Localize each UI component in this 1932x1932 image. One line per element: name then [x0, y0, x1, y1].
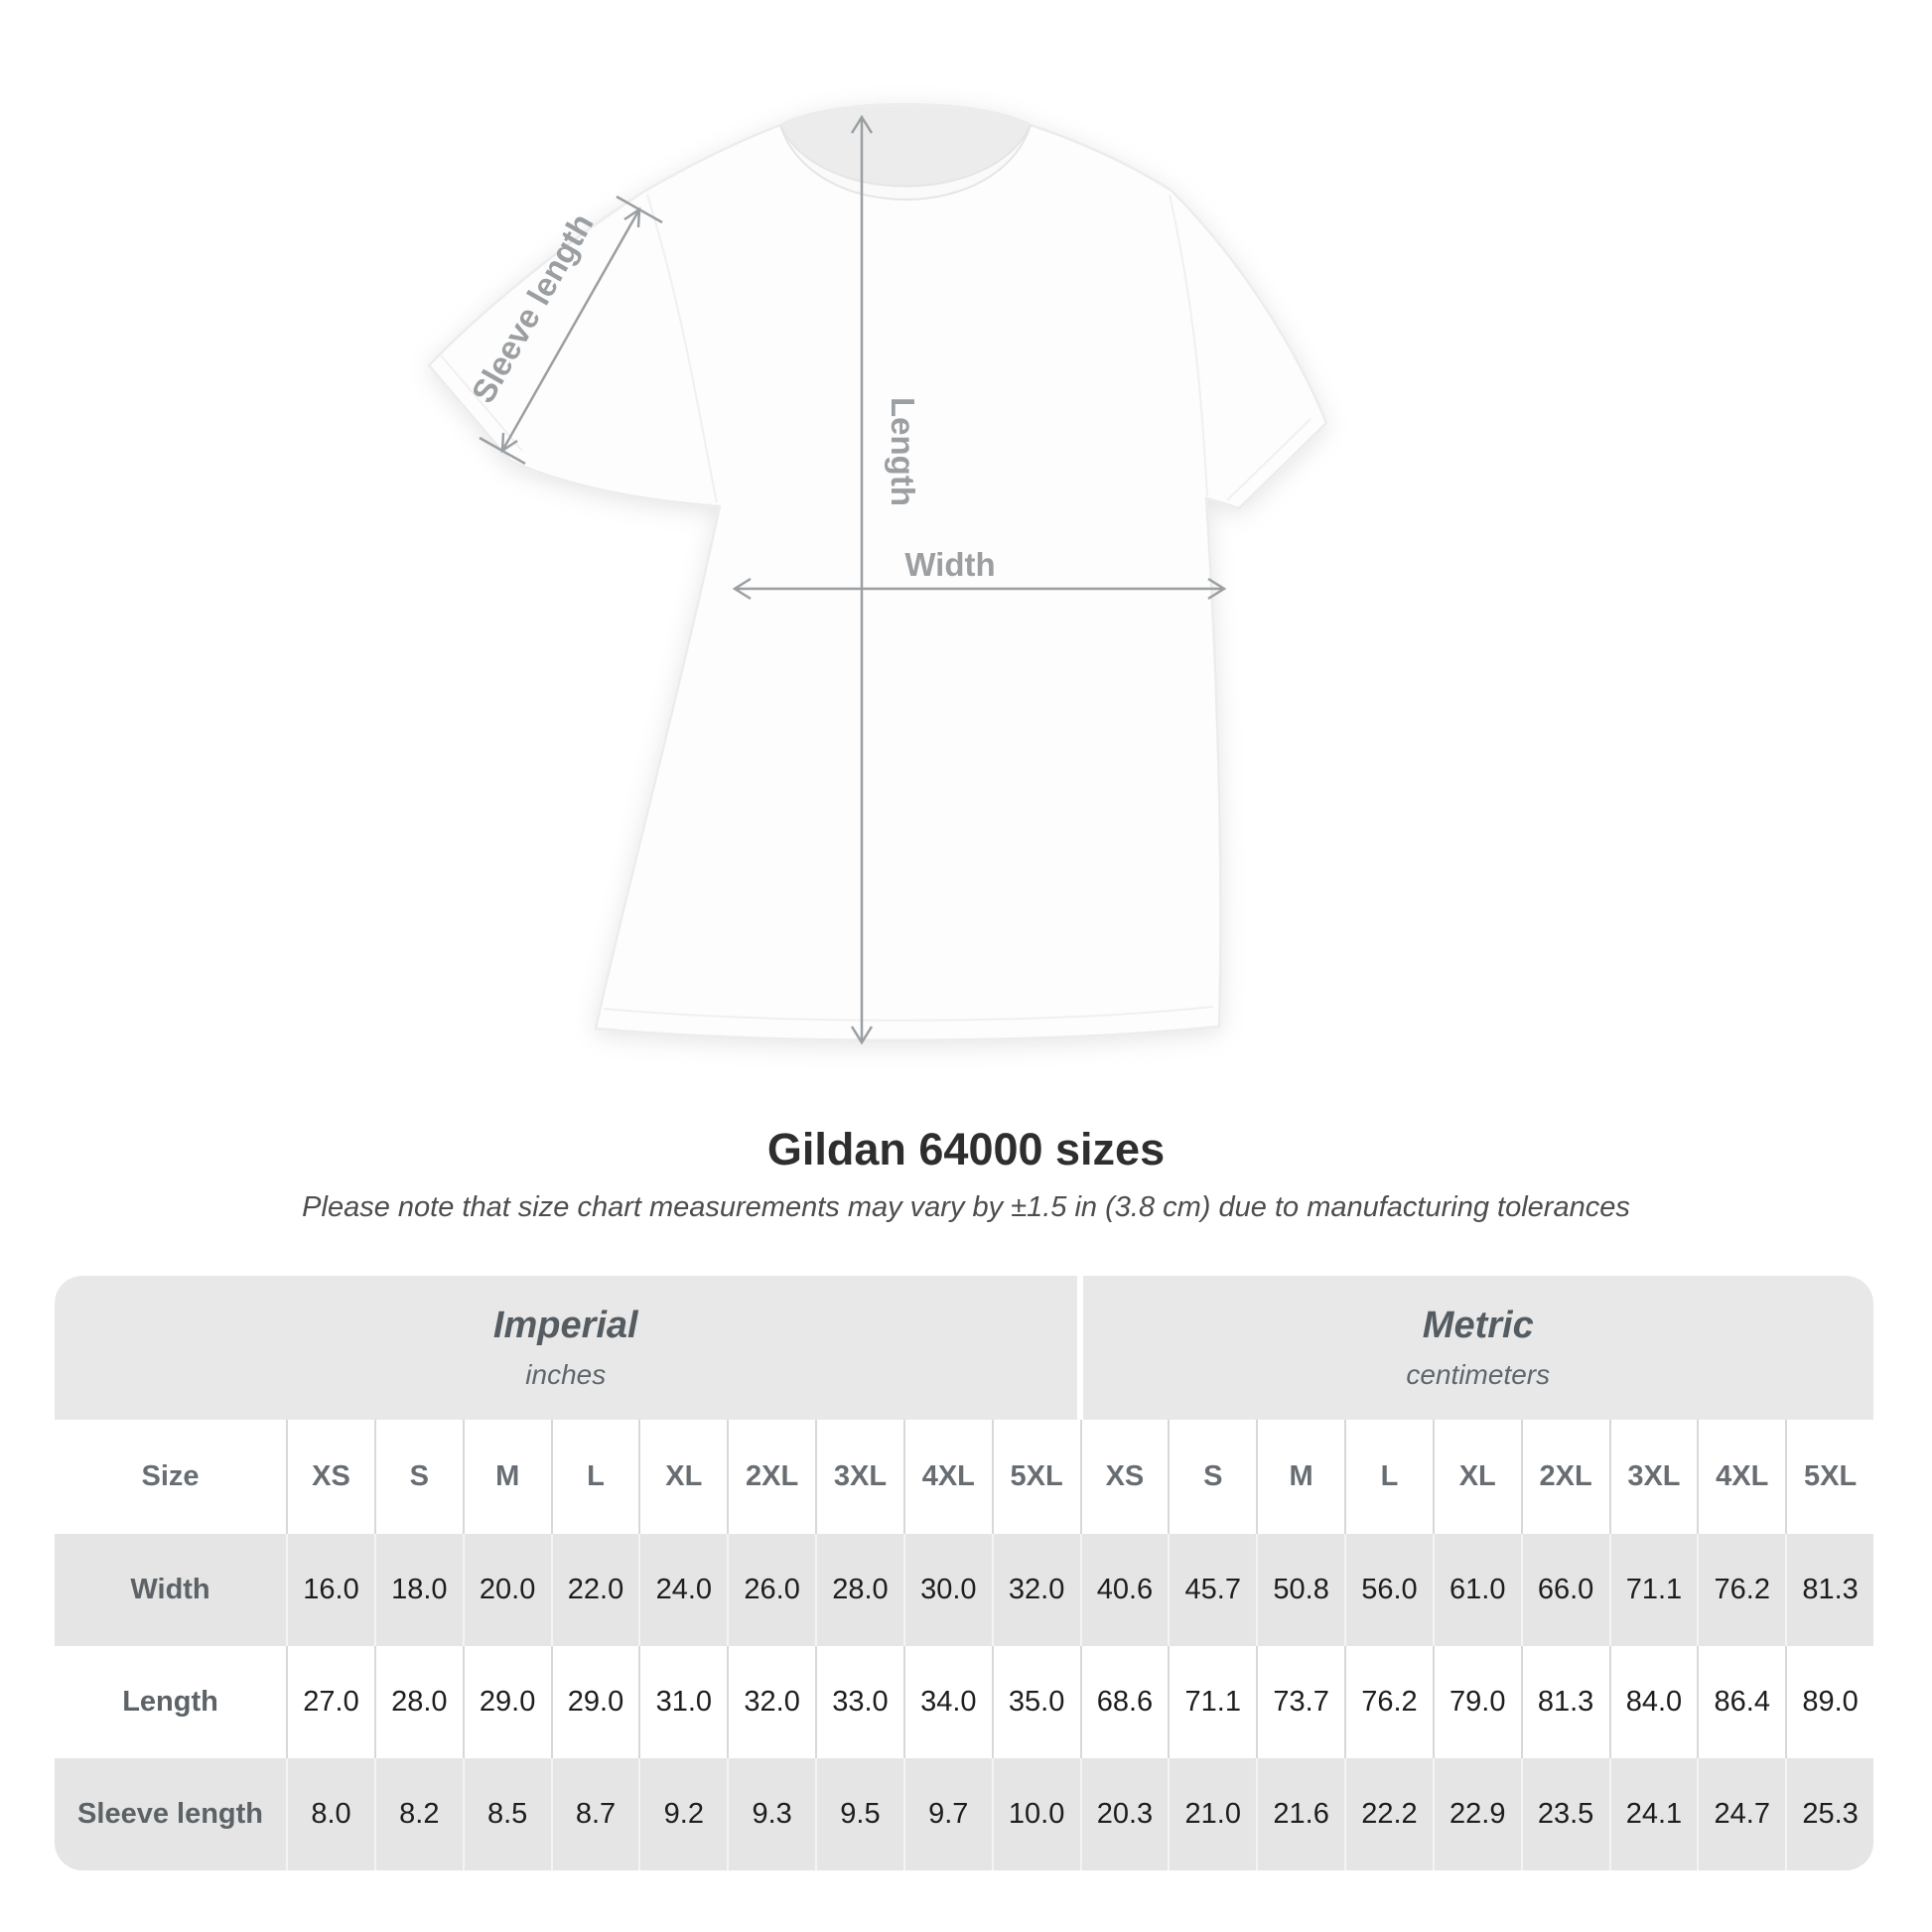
value-metric: 23.5	[1520, 1758, 1609, 1870]
size-header-imperial-4xl: 4XL	[902, 1420, 992, 1534]
group-label: Imperial	[492, 1305, 638, 1346]
value-imperial: 32.0	[727, 1646, 816, 1758]
seam-lines	[440, 194, 1311, 1022]
value-imperial: 9.2	[638, 1758, 728, 1870]
value-imperial: 29.0	[550, 1646, 639, 1758]
tshirt-measurement-diagram: Sleeve length Length Width	[427, 102, 1328, 1045]
value-imperial: 8.0	[286, 1758, 374, 1870]
value-metric: 56.0	[1344, 1534, 1433, 1646]
collar-inside	[780, 105, 1031, 187]
value-metric: 73.7	[1256, 1646, 1345, 1758]
value-imperial: 18.0	[373, 1534, 463, 1646]
value-imperial: 26.0	[727, 1534, 816, 1646]
size-column-header: Size	[55, 1420, 287, 1534]
value-imperial: 32.0	[991, 1534, 1080, 1646]
value-metric: 79.0	[1432, 1646, 1521, 1758]
group-header-metric: Metric centimeters	[1082, 1276, 1873, 1420]
value-metric: 45.7	[1168, 1534, 1257, 1646]
size-header-metric-xs: XS	[1079, 1420, 1169, 1534]
size-header-imperial-2xl: 2XL	[727, 1420, 816, 1534]
value-imperial: 16.0	[286, 1534, 374, 1646]
length-label: Length	[885, 397, 921, 506]
value-metric: 61.0	[1432, 1534, 1521, 1646]
value-imperial: 31.0	[638, 1646, 728, 1758]
size-header-imperial-xs: XS	[286, 1420, 374, 1534]
value-imperial: 34.0	[902, 1646, 992, 1758]
value-metric: 71.1	[1168, 1646, 1257, 1758]
value-imperial: 8.5	[462, 1758, 551, 1870]
size-header-metric-xl: XL	[1432, 1420, 1521, 1534]
sleeve-length-arrow	[479, 195, 663, 466]
size-header-imperial-m: M	[462, 1420, 551, 1534]
value-imperial: 27.0	[286, 1646, 374, 1758]
row-label: Width	[55, 1534, 287, 1646]
value-imperial: 28.0	[815, 1534, 903, 1646]
value-metric: 25.3	[1785, 1758, 1873, 1870]
row-label: Length	[55, 1646, 287, 1758]
size-header-metric-s: S	[1168, 1420, 1257, 1534]
value-metric: 76.2	[1344, 1646, 1433, 1758]
page-title: Gildan 64000 sizes	[766, 1124, 1166, 1174]
value-imperial: 10.0	[991, 1758, 1080, 1870]
width-arrow	[732, 577, 1227, 601]
size-header-metric-3xl: 3XL	[1608, 1420, 1698, 1534]
value-imperial: 9.5	[815, 1758, 903, 1870]
value-imperial: 29.0	[462, 1646, 551, 1758]
value-metric: 50.8	[1256, 1534, 1345, 1646]
value-imperial: 22.0	[550, 1534, 639, 1646]
size-table: Imperial inches Metric centimeters Size XS S M L…	[55, 1276, 1873, 1870]
value-metric: 89.0	[1785, 1646, 1873, 1758]
size-header-imperial-l: L	[550, 1420, 639, 1534]
value-imperial: 9.3	[727, 1758, 816, 1870]
value-imperial: 35.0	[991, 1646, 1080, 1758]
value-metric: 22.9	[1432, 1758, 1521, 1870]
size-header-imperial-s: S	[373, 1420, 463, 1534]
value-imperial: 20.0	[462, 1534, 551, 1646]
value-metric: 81.3	[1520, 1646, 1609, 1758]
value-metric: 81.3	[1785, 1534, 1873, 1646]
group-unit: centimeters	[1406, 1359, 1551, 1390]
value-metric: 21.0	[1168, 1758, 1257, 1870]
collar-band	[779, 124, 1032, 201]
value-metric: 24.1	[1608, 1758, 1698, 1870]
group-unit: inches	[525, 1359, 607, 1390]
value-imperial: 28.0	[373, 1646, 463, 1758]
value-metric: 76.2	[1697, 1534, 1786, 1646]
size-header-imperial-5xl: 5XL	[991, 1420, 1080, 1534]
size-header-metric-5xl: 5XL	[1785, 1420, 1873, 1534]
tshirt-illustration	[427, 102, 1328, 1041]
value-imperial: 8.2	[373, 1758, 463, 1870]
value-metric: 22.2	[1344, 1758, 1433, 1870]
size-header-metric-2xl: 2XL	[1520, 1420, 1609, 1534]
value-metric: 66.0	[1520, 1534, 1609, 1646]
group-header-imperial: Imperial inches	[55, 1276, 1077, 1420]
value-imperial: 24.0	[638, 1534, 728, 1646]
value-imperial: 33.0	[815, 1646, 903, 1758]
size-header-imperial-xl: XL	[638, 1420, 728, 1534]
value-metric: 24.7	[1697, 1758, 1786, 1870]
size-header-imperial-3xl: 3XL	[815, 1420, 903, 1534]
value-metric: 21.6	[1256, 1758, 1345, 1870]
value-metric: 40.6	[1079, 1534, 1169, 1646]
group-label: Metric	[1422, 1305, 1534, 1346]
value-imperial: 8.7	[550, 1758, 639, 1870]
size-header-metric-l: L	[1344, 1420, 1433, 1534]
tolerance-note: Please note that size chart measurements…	[302, 1191, 1630, 1223]
value-metric: 68.6	[1079, 1646, 1169, 1758]
row-label: Sleeve length	[55, 1758, 287, 1870]
width-label: Width	[904, 546, 995, 583]
length-arrow	[850, 114, 874, 1045]
value-metric: 86.4	[1697, 1646, 1786, 1758]
value-imperial: 9.7	[902, 1758, 992, 1870]
size-header-metric-4xl: 4XL	[1697, 1420, 1786, 1534]
value-metric: 84.0	[1608, 1646, 1698, 1758]
size-header-metric-m: M	[1256, 1420, 1345, 1534]
value-metric: 20.3	[1079, 1758, 1169, 1870]
value-metric: 71.1	[1608, 1534, 1698, 1646]
value-imperial: 30.0	[902, 1534, 992, 1646]
